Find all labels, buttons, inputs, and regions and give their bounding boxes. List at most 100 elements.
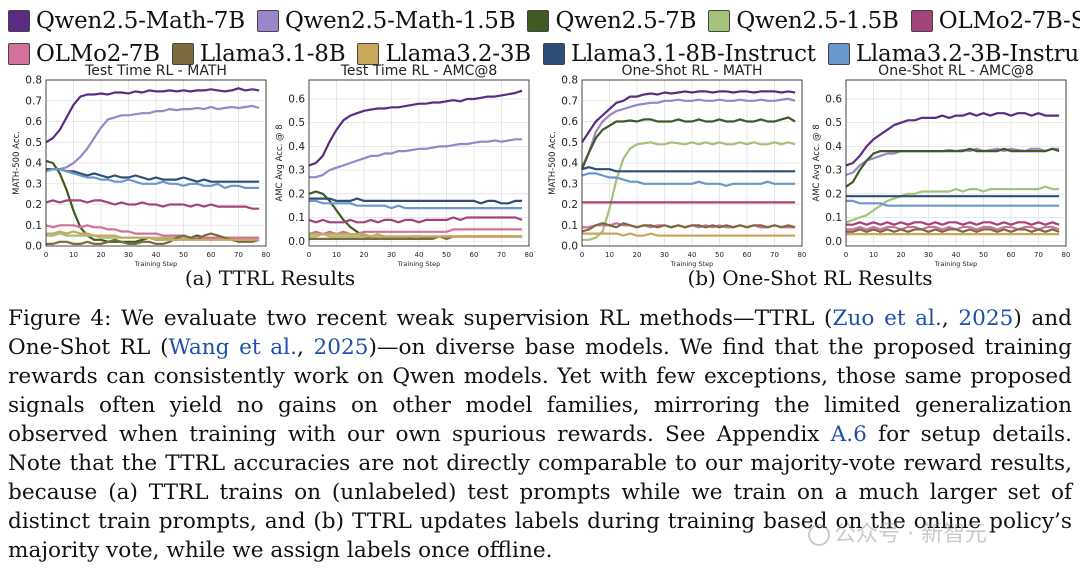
y-tick-label: 0.0 <box>25 241 42 253</box>
y-tick-label: 0.4 <box>561 158 578 170</box>
x-tick-label: 0 <box>580 251 584 259</box>
series-line <box>846 225 1060 231</box>
y-tick-label: 0.6 <box>561 116 578 128</box>
figure-caption: Figure 4: We evaluate two recent weak su… <box>8 304 1072 565</box>
series-line <box>46 230 260 241</box>
subcaption-a: (a) TTRL Results <box>184 266 356 290</box>
series-line <box>845 185 1060 224</box>
legend-swatch <box>527 9 550 32</box>
x-tick-label: 40 <box>952 251 961 259</box>
series-line <box>309 197 523 205</box>
chart-title: Test Time RL - MATH <box>84 63 227 79</box>
caption-text: , <box>296 335 314 360</box>
y-tick-label: 0.2 <box>25 199 42 211</box>
y-tick-label: 0.5 <box>825 117 842 129</box>
legend: Qwen2.5-Math-7B Qwen2.5-Math-1.5B Qwen2.… <box>8 4 1080 70</box>
legend-item: OLMo2-7B <box>8 41 160 67</box>
x-tick-label: 60 <box>207 251 216 259</box>
plot-frame <box>308 79 530 247</box>
chart-oneshot-amc: 0.0 0.1 0.2 0.3 0.4 0.5 0.6 0 10 20 30 40 50 60 70 80 On… <box>812 63 1070 268</box>
y-tick-label: 0.1 <box>288 212 305 224</box>
legend-swatch <box>256 9 279 32</box>
legend-label: OLMo2-7B-SFT <box>938 7 1080 34</box>
plot-frame <box>45 79 267 247</box>
y-tick-label: 0.6 <box>288 93 305 105</box>
series-line <box>309 199 523 210</box>
series-line <box>582 232 796 237</box>
series-line <box>846 221 1060 226</box>
y-tick-label: 0.5 <box>288 117 305 129</box>
legend-swatch <box>357 42 380 65</box>
legend-item: Qwen2.5-Math-7B <box>8 8 245 34</box>
citation-year-link[interactable]: 2025 <box>313 335 369 360</box>
x-tick-label: 20 <box>360 251 369 259</box>
x-tick-label: 50 <box>442 251 451 259</box>
series-line <box>846 199 1060 207</box>
series-line <box>308 89 523 167</box>
y-tick-label: 0.1 <box>825 212 842 224</box>
x-axis-label: Training Step <box>397 260 441 268</box>
appendix-link[interactable]: A.6 <box>830 422 867 447</box>
caption-text: Figure 4: We evaluate two recent weak su… <box>8 306 833 331</box>
series-line <box>581 90 796 143</box>
x-tick-label: 70 <box>234 251 243 259</box>
y-tick-label: 0.2 <box>561 199 578 211</box>
legend-swatch <box>8 42 30 65</box>
x-tick-label: 30 <box>924 251 933 259</box>
x-tick-label: 70 <box>1034 251 1043 259</box>
x-tick-label: 0 <box>844 251 848 259</box>
legend-row-1: Qwen2.5-Math-7B Qwen2.5-Math-1.5B Qwen2.… <box>8 4 1080 37</box>
series-line <box>309 233 523 238</box>
y-tick-label: 0.7 <box>561 95 578 107</box>
citation-link[interactable]: Zuo et al. <box>832 306 942 331</box>
y-tick-label: 0.4 <box>288 141 305 153</box>
x-tick-label: 50 <box>979 251 988 259</box>
y-tick-label: 0.3 <box>25 178 42 190</box>
legend-item: Llama3.1-8B-Instruct <box>543 41 816 67</box>
legend-label: Llama3.2-3B-Instruct <box>855 40 1080 67</box>
x-tick-label: 10 <box>869 251 878 259</box>
x-tick-label: 80 <box>262 251 271 259</box>
chart-panel-ttrl-amc: 0.0 0.1 0.2 0.3 0.4 0.5 0.6 0 10 20 30 40 50 60 70 80 Te… <box>271 62 536 268</box>
y-tick-label: 0.8 <box>561 75 578 87</box>
series-line <box>580 116 796 170</box>
y-tick-label: 0.8 <box>25 75 42 87</box>
x-tick-label: 20 <box>897 251 906 259</box>
legend-label: Llama3.1-8B <box>199 40 346 67</box>
legend-item: Qwen2.5-7B <box>527 8 697 34</box>
x-tick-label: 60 <box>1007 251 1016 259</box>
legend-label: Llama3.1-8B-Instruct <box>571 40 816 67</box>
y-tick-label: 0.6 <box>825 93 842 105</box>
caption-text: )—on diverse base models. We find that t… <box>8 335 1072 447</box>
x-tick-label: 20 <box>633 251 642 259</box>
y-tick-label: 0.2 <box>825 188 842 200</box>
series-line <box>581 172 796 187</box>
legend-item: Llama3.2-3B-Instruct <box>827 40 1080 67</box>
citation-link[interactable]: Wang et al. <box>168 335 297 360</box>
x-tick-label: 20 <box>97 251 106 259</box>
legend-label: Qwen2.5-Math-7B <box>36 7 245 34</box>
x-tick-label: 50 <box>715 251 724 259</box>
legend-item: Llama3.1-8B <box>171 40 346 67</box>
wechat-icon <box>808 524 830 546</box>
caption-text: , <box>941 306 959 331</box>
plot-frame <box>581 79 803 247</box>
y-tick-label: 0.4 <box>825 141 842 153</box>
series-line <box>45 168 260 190</box>
y-tick-label: 0.5 <box>25 137 42 149</box>
legend-label: Qwen2.5-Math-1.5B <box>284 7 516 34</box>
y-tick-label: 0.1 <box>25 220 42 232</box>
chart-title: One-Shot RL - MATH <box>622 63 763 79</box>
y-tick-label: 0.3 <box>288 165 305 177</box>
x-tick-label: 30 <box>660 251 669 259</box>
legend-item: OLMo2-7B-SFT <box>910 7 1080 34</box>
y-tick-label: 0.4 <box>25 158 42 170</box>
y-tick-label: 0.0 <box>561 241 578 253</box>
chart-panel-oneshot-amc: 0.0 0.1 0.2 0.3 0.4 0.5 0.6 0 10 20 30 40 50 60 70 80 On… <box>808 62 1073 268</box>
y-tick-label: 0.2 <box>288 188 305 200</box>
legend-item: Qwen2.5-Math-1.5B <box>256 7 516 34</box>
series-line <box>845 147 1060 188</box>
citation-year-link[interactable]: 2025 <box>958 306 1014 331</box>
x-tick-label: 60 <box>743 251 752 259</box>
legend-swatch <box>910 9 933 32</box>
